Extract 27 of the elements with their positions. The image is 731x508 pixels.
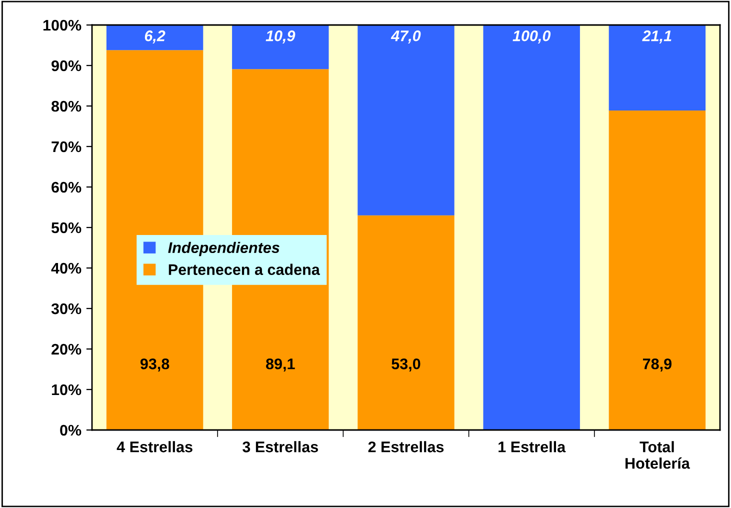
- data-label: 10,9: [266, 30, 296, 44]
- y-tick-label: 0%: [60, 424, 82, 436]
- data-label: 21,1: [642, 30, 672, 44]
- data-label: 47,0: [390, 30, 421, 44]
- x-tick-label: Total Hotelería: [626, 441, 690, 469]
- legend-label: Pertenecen a cadena: [168, 264, 320, 276]
- data-label: 89,1: [266, 358, 295, 372]
- x-tick-label: 1 Estrella: [498, 441, 566, 452]
- y-tick-label: 70%: [52, 141, 82, 152]
- y-tick-label: 100%: [43, 20, 82, 31]
- y-tick-label: 90%: [52, 60, 82, 72]
- y-tick-label: 50%: [51, 222, 82, 234]
- legend-label: Independientes: [168, 242, 280, 256]
- y-tick-label: 30%: [51, 303, 82, 314]
- data-label: 78,9: [642, 358, 672, 372]
- y-tick-label: 40%: [51, 262, 82, 274]
- data-label: 6,2: [144, 30, 166, 44]
- data-label: 100,0: [512, 30, 551, 44]
- data-label: 53,0: [392, 358, 420, 372]
- y-tick-label: 60%: [52, 182, 82, 193]
- x-tick-label: 4 Estrellas: [116, 441, 192, 452]
- y-tick-label: 10%: [52, 384, 82, 396]
- x-tick-label: 2 Estrellas: [368, 441, 444, 452]
- y-tick-label: 20%: [52, 344, 82, 355]
- y-tick-label: 80%: [51, 100, 82, 112]
- data-label: 93,8: [140, 358, 170, 372]
- x-tick-label: 3 Estrellas: [242, 441, 318, 452]
